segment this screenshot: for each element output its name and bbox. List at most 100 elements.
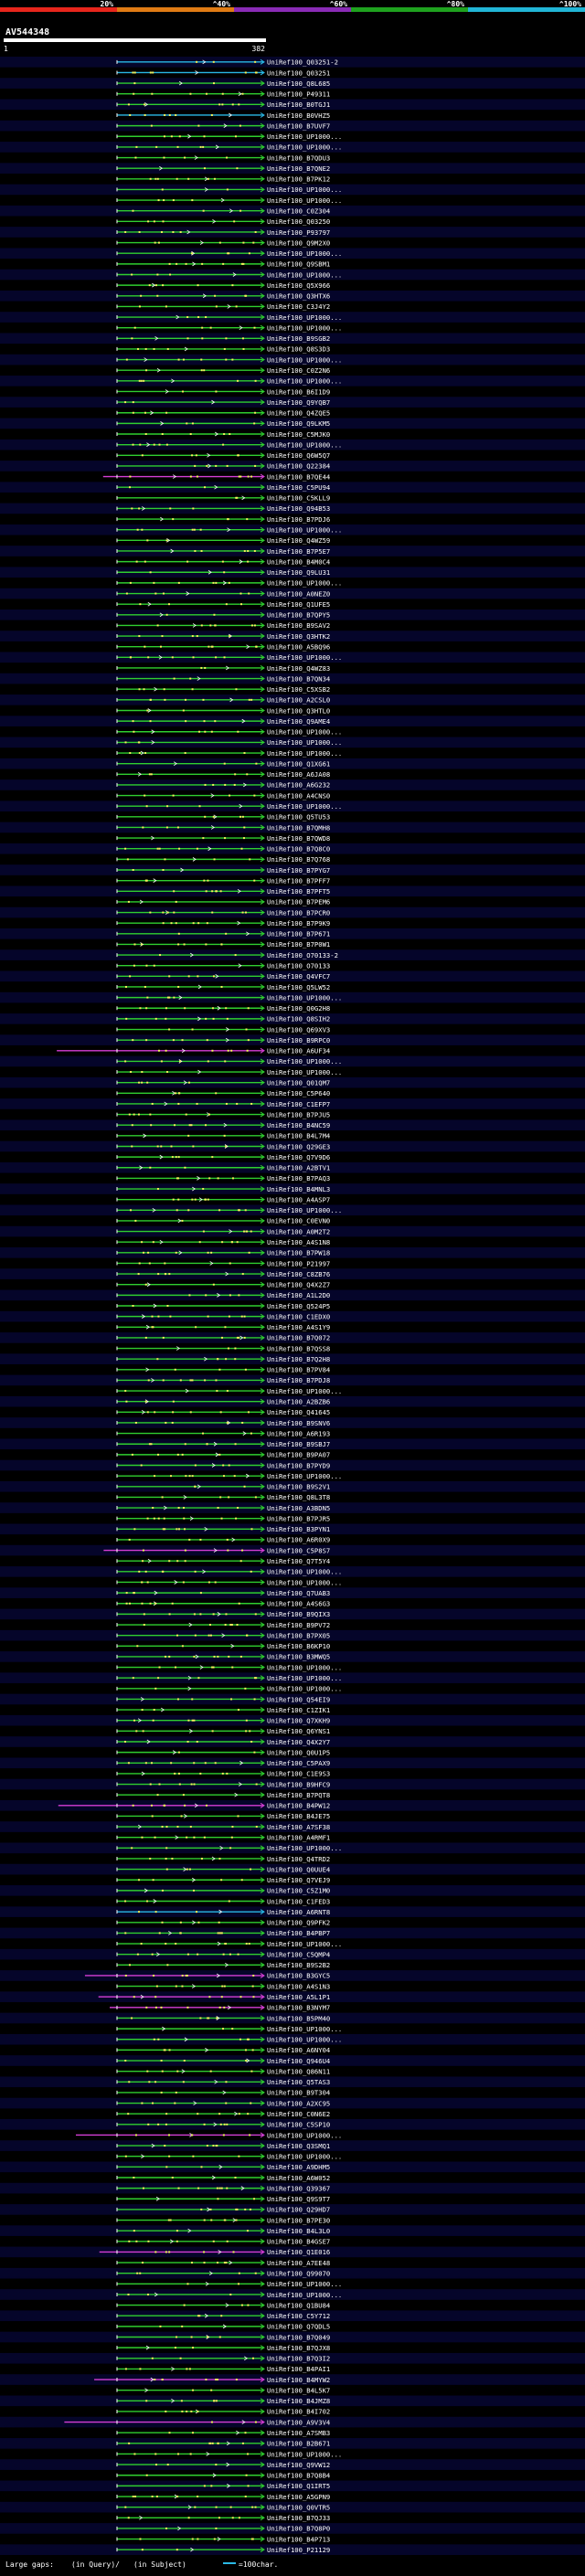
gap-marker: [204, 1356, 208, 1362]
hit-arrow: [260, 867, 265, 873]
hit-row: UniRef100_Q29HD7: [0, 2204, 585, 2215]
hit-row: UniRef100_Q4VFC7: [0, 970, 585, 982]
hit-arrow: [260, 2430, 265, 2436]
hit-arrow: [260, 112, 265, 118]
hit-row: UniRef100_P21129: [0, 2544, 585, 2555]
mismatch-dot: [132, 1039, 134, 1042]
hit-arrow: [260, 1856, 265, 1861]
mismatch-dot: [163, 156, 165, 159]
hit-label: UniRef100_UP1000...: [267, 1472, 342, 1480]
hit-row: UniRef100_Q4WZ83: [116, 664, 330, 673]
hit-row: UniRef100_UP1000...: [0, 376, 585, 387]
mismatch-dot: [205, 2379, 207, 2381]
hit-row: UniRef100_UP1000...: [116, 1578, 342, 1586]
mismatch-dot: [243, 752, 246, 755]
row-band: [0, 142, 585, 153]
scale-segment: [0, 7, 117, 12]
mismatch-dot: [240, 262, 243, 265]
mismatch-dot: [133, 92, 135, 95]
hit-arrow: [260, 1749, 265, 1755]
mismatch-dot: [140, 1943, 143, 1945]
mismatch-dot: [124, 985, 127, 988]
gap-marker: [211, 399, 216, 405]
hit-row: UniRef100_Q4TRD2: [116, 1855, 330, 1863]
hit-arrow: [260, 346, 265, 352]
mismatch-dot: [221, 1241, 224, 1244]
mismatch-dot: [200, 1857, 203, 1860]
mismatch-dot: [192, 2389, 195, 2391]
mismatch-dot: [209, 2208, 212, 2210]
hit-row: UniRef100_C5P8S7: [0, 1544, 585, 1556]
mismatch-dot: [228, 252, 230, 255]
mismatch-dot: [144, 752, 147, 755]
mismatch-dot: [235, 2219, 238, 2221]
row-band: [0, 2438, 585, 2449]
row-band: [0, 673, 585, 684]
mismatch-dot: [215, 2145, 218, 2147]
mismatch-dot: [164, 1804, 166, 1807]
mismatch-dot: [176, 2230, 178, 2232]
mismatch-dot: [165, 1943, 167, 1945]
mismatch-dot: [130, 1071, 133, 1074]
mismatch-dot: [244, 2496, 247, 2498]
hit-arrow: [260, 1037, 265, 1044]
mismatch-dot: [207, 1634, 210, 1637]
hit-row: UniRef100_A1L2D0: [0, 1289, 585, 1301]
mismatch-dot: [147, 220, 150, 223]
hit-arrow: [260, 718, 265, 725]
hit-row: UniRef100_A2BZB6: [0, 1395, 585, 1407]
hit-row: UniRef100_B7Q072: [0, 1332, 585, 1343]
gap-marker: [215, 974, 219, 979]
mismatch-dot: [162, 1528, 165, 1531]
mismatch-dot: [154, 2453, 157, 2455]
hit-row: UniRef100_C5P640: [116, 1089, 330, 1097]
mismatch-dot: [197, 2410, 199, 2412]
hit-arrow: [260, 888, 265, 895]
gap-marker: [239, 325, 243, 331]
mismatch-dot: [247, 1007, 250, 1010]
mismatch-dot: [225, 358, 228, 361]
mismatch-dot: [146, 1581, 149, 1584]
mismatch-dot: [156, 1145, 159, 1148]
hit-label: UniRef100_Q29HD7: [267, 2206, 330, 2214]
hit-label: UniRef100_C1FED3: [267, 1897, 330, 1905]
hit-arrow: [260, 643, 265, 650]
mismatch-dot: [141, 1071, 144, 1074]
mismatch-dot: [129, 113, 132, 116]
mismatch-dot: [147, 2123, 150, 2125]
mismatch-dot: [220, 1879, 223, 1882]
mismatch-dot: [187, 1719, 190, 1722]
mismatch-dot: [200, 2208, 203, 2210]
hit-arrow: [260, 1813, 265, 1819]
mismatch-dot: [235, 1517, 238, 1520]
mismatch-dot: [254, 464, 257, 467]
hit-label: UniRef100_C5MJK0: [267, 430, 330, 439]
mismatch-dot: [253, 794, 256, 797]
mismatch-dot: [200, 369, 203, 372]
mismatch-dot: [203, 2219, 206, 2221]
mismatch-dot: [138, 1262, 141, 1265]
mismatch-dot: [129, 1209, 132, 1212]
hit-arrow: [260, 2132, 265, 2138]
mismatch-dot: [170, 922, 173, 925]
mismatch-dot: [177, 1507, 180, 1510]
row-band: [0, 78, 585, 89]
mismatch-dot: [241, 911, 244, 914]
mismatch-dot: [181, 1974, 184, 1977]
hit-row: UniRef100_B4PBP7: [0, 1927, 585, 1939]
mismatch-dot: [191, 199, 194, 202]
mismatch-dot: [192, 507, 195, 510]
identity-scale: 20% ^40% ^60% ^80% ^100%: [0, 0, 585, 12]
hit-label: UniRef100_B2B671: [267, 2440, 330, 2448]
mismatch-dot: [202, 145, 205, 148]
mismatch-dot: [167, 2219, 170, 2221]
row-band: [0, 1523, 585, 1535]
mismatch-dot: [193, 1719, 196, 1722]
mismatch-dot: [234, 135, 237, 138]
mismatch-dot: [164, 1262, 166, 1265]
hit-row: UniRef100_Q4X2Z7: [116, 1281, 330, 1289]
mismatch-dot: [253, 1677, 256, 1680]
hit-arrow: [260, 409, 265, 416]
hit-row: UniRef100_Q1UFE5: [116, 600, 330, 609]
hit-label: UniRef100_Q7QDL5: [267, 2323, 330, 2331]
